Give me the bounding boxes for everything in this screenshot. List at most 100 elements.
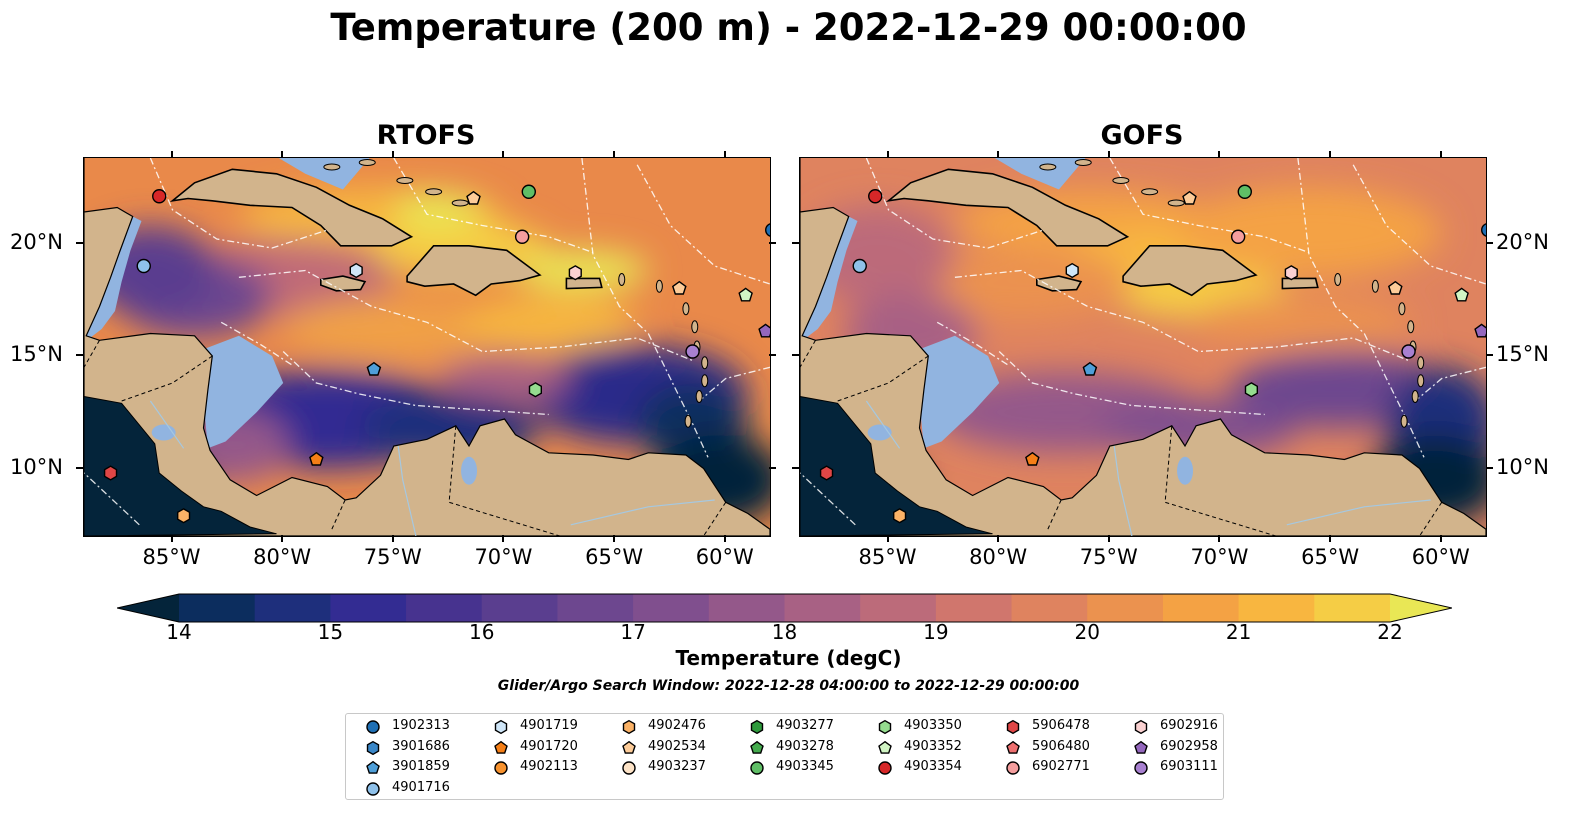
legend-label: 4903354 xyxy=(904,759,962,774)
lon-tick-mark xyxy=(723,151,726,158)
lat-tick-label-right: 20°N xyxy=(1496,229,1549,254)
lon-tick-mark xyxy=(1107,535,1110,542)
float-marker-4903345[interactable] xyxy=(521,184,536,199)
float-marker-4901720[interactable] xyxy=(1025,451,1040,466)
float-marker-6902958[interactable] xyxy=(758,323,770,338)
float-marker-3901859[interactable] xyxy=(366,361,382,376)
float-marker-5906478[interactable] xyxy=(819,465,834,481)
lat-tick-label-right: 15°N xyxy=(1496,342,1549,366)
colorbar-tick-label: 22 xyxy=(1377,620,1403,644)
float-marker-6902771[interactable] xyxy=(1230,229,1246,244)
colorbar-segment xyxy=(1087,594,1164,622)
colorbar-extend-low xyxy=(117,594,179,622)
legend-label: 4903278 xyxy=(776,738,834,754)
legend-marker xyxy=(750,740,764,754)
lon-tick-mark xyxy=(502,151,505,158)
colorbar-tick-label: 18 xyxy=(771,620,798,644)
float-marker-4903354[interactable] xyxy=(152,189,167,204)
float-marker-4902534[interactable] xyxy=(671,280,687,295)
legend-marker xyxy=(622,719,636,735)
lon-tick-mark xyxy=(1439,151,1442,158)
lon-tick-mark xyxy=(1218,151,1221,158)
float-marker-4902534[interactable] xyxy=(466,190,481,205)
float-marker-4901719[interactable] xyxy=(349,262,363,279)
colorbar-segment xyxy=(784,594,861,622)
float-legend: 1902313 3901686 3901859 4901716 4901719 49017… xyxy=(345,713,1224,800)
float-marker-6902916[interactable] xyxy=(1284,265,1298,281)
lat-tick-mark xyxy=(769,241,776,244)
float-marker-4903352[interactable] xyxy=(1454,287,1469,302)
colorbar-segment xyxy=(254,594,331,622)
panel-title-gofs: GOFS xyxy=(1100,120,1184,151)
float-marker-5906478[interactable] xyxy=(103,465,118,481)
float-marker-4901716[interactable] xyxy=(852,258,867,274)
legend-marker xyxy=(622,740,636,754)
colorbar-title: Temperature (degC) xyxy=(675,646,902,670)
lon-tick-label: 70°W xyxy=(474,545,533,569)
legend-label: 6902771 xyxy=(1032,759,1090,774)
panel-title-rtofs: RTOFS xyxy=(376,120,476,151)
lon-tick-mark xyxy=(886,151,889,158)
lat-tick-mark xyxy=(792,241,799,244)
lon-tick-label: 65°W xyxy=(585,545,644,569)
legend-label: 4903350 xyxy=(904,718,962,733)
lon-tick-mark xyxy=(886,535,889,542)
legend-label: 4903352 xyxy=(904,738,962,754)
legend-label: 5906478 xyxy=(1032,718,1090,733)
colorbar-segment xyxy=(1011,594,1088,622)
colorbar-extend-high xyxy=(1390,594,1452,622)
legend-label: 6902916 xyxy=(1160,718,1218,733)
colorbar-segment xyxy=(935,594,1013,622)
colorbar-tick-label: 17 xyxy=(620,620,646,644)
float-marker-4901720[interactable] xyxy=(309,451,324,466)
float-marker-6903111[interactable] xyxy=(685,344,700,359)
map-canvas xyxy=(84,158,770,536)
lon-tick-mark xyxy=(281,151,284,158)
float-marker-4903345[interactable] xyxy=(1237,184,1252,199)
lon-tick-label: 60°W xyxy=(695,545,754,569)
lon-tick-mark xyxy=(1218,535,1221,542)
float-marker-6903111[interactable] xyxy=(1401,344,1416,359)
lon-tick-mark xyxy=(1439,535,1442,542)
float-marker-4902476[interactable] xyxy=(892,508,907,524)
lat-tick-mark xyxy=(76,241,83,244)
lon-tick-mark xyxy=(391,535,394,542)
lon-tick-mark xyxy=(613,151,616,158)
legend-marker xyxy=(878,740,892,754)
legend-marker xyxy=(622,761,636,775)
lat-tick-mark xyxy=(1486,241,1493,244)
float-marker-4902534[interactable] xyxy=(1387,280,1403,295)
legend-label: 4901716 xyxy=(392,779,450,795)
float-marker-1902313[interactable] xyxy=(1481,223,1486,237)
float-marker-4901719[interactable] xyxy=(1065,262,1079,279)
lon-tick-mark xyxy=(170,535,173,542)
float-marker-4901716[interactable] xyxy=(136,258,151,274)
legend-marker xyxy=(750,761,764,775)
lon-tick-label: 85°W xyxy=(142,545,201,569)
float-marker-4902534[interactable] xyxy=(1182,190,1197,205)
float-marker-3901859[interactable] xyxy=(1082,361,1098,376)
float-marker-4903352[interactable] xyxy=(738,287,753,302)
colorbar-segment xyxy=(557,594,634,622)
float-marker-1902313[interactable] xyxy=(765,223,770,237)
colorbar-tick-label: 21 xyxy=(1225,620,1252,644)
colorbar-segment xyxy=(330,594,407,622)
legend-label: 5906480 xyxy=(1032,738,1090,754)
lon-tick-mark xyxy=(1329,535,1332,542)
float-marker-6902958[interactable] xyxy=(1474,323,1486,338)
float-marker-6902771[interactable] xyxy=(514,229,530,244)
map-canvas xyxy=(800,158,1486,536)
lon-tick-mark xyxy=(997,535,1000,542)
float-marker-4903350[interactable] xyxy=(1244,382,1258,398)
legend-label: 4903237 xyxy=(648,759,706,774)
colorbar xyxy=(116,593,1453,623)
colorbar-segment xyxy=(1314,594,1391,622)
float-marker-4903354[interactable] xyxy=(868,189,883,204)
lon-tick-label: 80°W xyxy=(253,545,312,569)
colorbar-segment xyxy=(860,594,937,622)
legend-label: 4903277 xyxy=(776,718,834,733)
float-marker-4903350[interactable] xyxy=(528,382,542,398)
lon-tick-label: 80°W xyxy=(969,545,1028,569)
float-marker-6902916[interactable] xyxy=(568,265,582,281)
float-marker-4902476[interactable] xyxy=(176,508,191,524)
